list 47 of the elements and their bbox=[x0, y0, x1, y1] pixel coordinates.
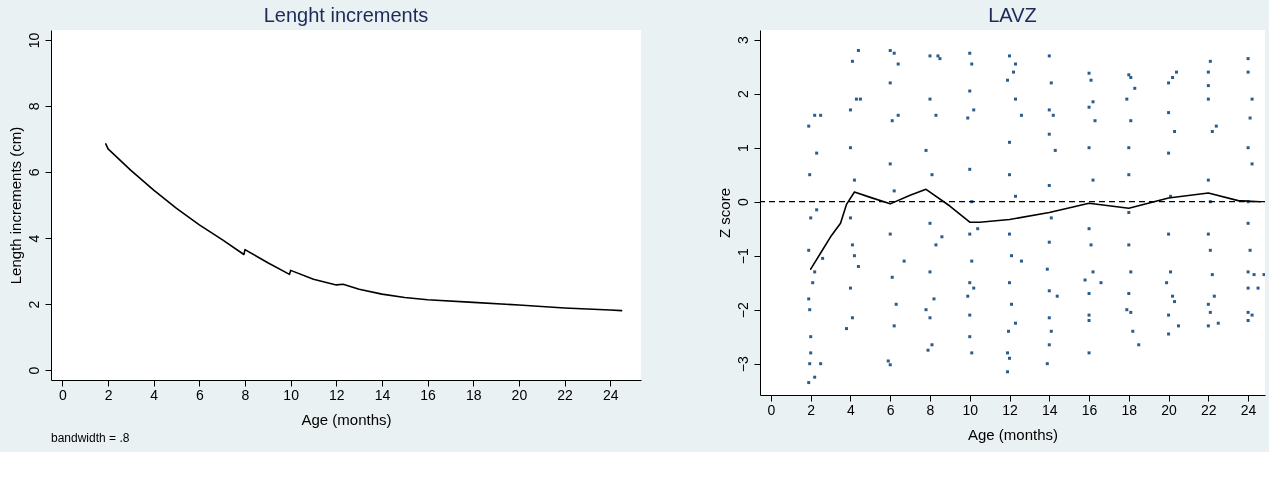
x-tick-label: 14 bbox=[1041, 401, 1058, 418]
x-tick-label: 2 bbox=[807, 401, 816, 418]
y-tick-label: 3 bbox=[734, 36, 751, 45]
x-tick-label: 0 bbox=[59, 386, 68, 403]
chart-title: Lenght increments bbox=[263, 4, 429, 26]
y-tick-label: 4 bbox=[25, 234, 42, 243]
x-tick-label: 16 bbox=[1081, 401, 1098, 418]
x-tick-label: 4 bbox=[150, 386, 159, 403]
y-tick-label: −1 bbox=[734, 248, 751, 265]
x-tick-label: 12 bbox=[329, 386, 345, 403]
y-tick-label: 0 bbox=[25, 366, 42, 375]
x-tick-label: 18 bbox=[465, 386, 482, 403]
x-tick-label: 10 bbox=[283, 386, 300, 403]
x-tick-label: 16 bbox=[420, 386, 437, 403]
x-tick-label: 8 bbox=[926, 401, 935, 418]
y-tick-label: 2 bbox=[734, 90, 751, 99]
x-tick-label: 22 bbox=[557, 386, 574, 403]
x-tick-label: 10 bbox=[962, 401, 979, 418]
x-tick-label: 4 bbox=[847, 401, 856, 418]
x-tick-label: 20 bbox=[1161, 401, 1178, 418]
chart-title: LAVZ bbox=[988, 4, 1037, 26]
y-tick-label: −3 bbox=[734, 355, 751, 373]
x-axis-title: Age (months) bbox=[301, 410, 392, 428]
y-tick-label: −2 bbox=[734, 302, 751, 319]
x-tick-label: 2 bbox=[104, 386, 113, 403]
x-tick-label: 12 bbox=[1002, 401, 1019, 418]
x-tick-label: 18 bbox=[1121, 401, 1138, 418]
x-axis-title: Age (months) bbox=[967, 425, 1059, 443]
y-tick-label: 8 bbox=[25, 102, 42, 111]
y-tick-label: 10 bbox=[25, 32, 42, 49]
x-tick-label: 0 bbox=[767, 401, 776, 418]
x-tick-label: 24 bbox=[1240, 401, 1257, 418]
y-tick-label: 2 bbox=[25, 300, 42, 309]
y-tick-label: 1 bbox=[734, 144, 751, 153]
y-tick-label: 6 bbox=[25, 168, 42, 177]
x-tick-label: 24 bbox=[602, 386, 619, 403]
x-tick-label: 22 bbox=[1201, 401, 1217, 418]
y-axis-title: Length increments (cm) bbox=[6, 126, 24, 285]
line-series bbox=[104, 143, 623, 312]
x-tick-label: 20 bbox=[511, 386, 528, 403]
x-tick-label: 14 bbox=[374, 386, 391, 403]
x-tick-label: 8 bbox=[241, 386, 250, 403]
x-tick-label: 6 bbox=[886, 401, 895, 418]
y-axis-title: Z score bbox=[715, 187, 733, 239]
text: bandwidth = .8 bbox=[51, 431, 130, 445]
y-tick-label: 0 bbox=[734, 198, 751, 207]
x-tick-label: 6 bbox=[195, 386, 204, 403]
